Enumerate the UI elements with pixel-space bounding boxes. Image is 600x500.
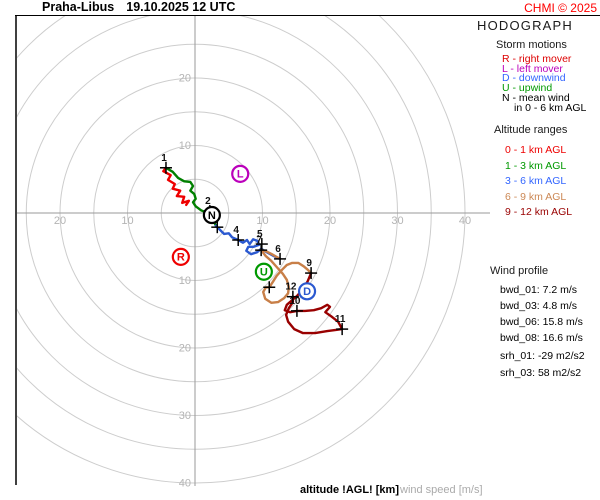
- axis-tick-label: 10: [179, 275, 191, 287]
- axis-tick-label: 20: [179, 343, 191, 355]
- axis-tick-label: 30: [391, 215, 403, 227]
- storm-marker-letter-L: L: [237, 169, 244, 181]
- station-name: Praha-Libus: [42, 0, 115, 14]
- legend-mean-wind: N - mean wind: [502, 91, 570, 104]
- altitude-label-4km: 4: [233, 225, 239, 236]
- legend-left-mover: L - left mover: [502, 62, 563, 75]
- storm-marker-L: [231, 164, 250, 183]
- trace-6-9-km-agl: [259, 248, 313, 304]
- srh-stats: srh_01: -29 m2/s2 srh_03: 58 m2/s2: [500, 348, 585, 381]
- stat-srh-01: srh_01: -29 m2/s2: [500, 350, 585, 362]
- stat-bwd-06: bwd_06: 15.8 m/s: [500, 316, 583, 328]
- altitude-label-9km: 9: [306, 258, 312, 269]
- storm-marker-D: [297, 282, 317, 301]
- legend-range-9-12: 9 - 12 km AGL: [505, 206, 573, 218]
- storm-marker-letter-U: U: [260, 267, 268, 279]
- axis-tick-label: 40: [179, 478, 191, 490]
- polar-grid: [17, 16, 490, 486]
- storm-marker-R: [171, 247, 190, 266]
- trace-0-1-km-agl: [162, 166, 191, 207]
- axis-tick-label: 20: [324, 215, 336, 227]
- stat-bwd-01: bwd_01: 7.2 m/s: [500, 284, 578, 296]
- legend-upwind: U - upwind: [502, 82, 553, 95]
- axis-tick-label: 30: [179, 410, 191, 422]
- altitude-label-2km: 2: [205, 196, 211, 207]
- axis-tick-label: 20: [179, 73, 191, 85]
- altitude-label-11km: 11: [335, 314, 346, 325]
- altitude-label-5km: 5: [257, 229, 263, 240]
- altitude-label-10km: 10: [289, 296, 301, 307]
- axis-tick-label: 40: [459, 215, 471, 227]
- stat-bwd-03: bwd_03: 4.8 m/s: [500, 300, 578, 312]
- altitude-label-12km: 12: [285, 282, 297, 293]
- legend-range-6-9: 6 - 9 km AGL: [505, 190, 567, 203]
- axis-tick-label: 10: [179, 140, 191, 152]
- footer-wind-speed-label: wind speed [m/s]: [400, 484, 483, 496]
- axis-tick-label: 10: [256, 215, 268, 227]
- legend-range-0-1: 0 - 1 km AGL: [505, 144, 567, 156]
- storm-motions-legend: R - right mover L - left mover D - downw…: [502, 53, 587, 114]
- altitude-label-6km: 6: [275, 244, 281, 255]
- altitude-ranges-legend: 0 - 1 km AGL 1 - 3 km AGL 3 - 6 km AGL 6…: [505, 143, 572, 221]
- legend-downwind: D - downwind: [502, 72, 566, 85]
- legend-right-mover: R - right mover: [502, 53, 572, 65]
- altitude-label-1km: 1: [161, 153, 167, 164]
- footer-altitude-label: altitude !AGL! [km]: [300, 484, 399, 496]
- legend-mean-wind-range: in 0 - 6 km AGL: [514, 101, 587, 114]
- trace-9-12-km-agl: [283, 271, 344, 335]
- axis-tick-label: 20: [54, 215, 66, 227]
- storm-marker-letter-N: N: [208, 210, 216, 222]
- sounding-datetime: 19.10.2025 12 UTC: [126, 0, 236, 14]
- storm-marker-U: [254, 262, 273, 281]
- wind-profile-heading: Wind profile: [490, 265, 549, 277]
- panel-title: HODOGRAPH: [476, 18, 574, 33]
- legend-range-3-6: 3 - 6 km AGL: [505, 175, 567, 187]
- altitude-label-7km: 7: [256, 235, 262, 246]
- storm-marker-letter-R: R: [177, 252, 185, 264]
- wind-profile-stats: bwd_01: 7.2 m/s bwd_03: 4.8 m/s bwd_06: …: [500, 282, 583, 346]
- storm-marker-letter-D: D: [303, 286, 311, 298]
- stat-srh-03: srh_03: 58 m2/s2: [500, 366, 582, 379]
- stat-bwd-08: bwd_08: 16.6 m/s: [500, 332, 583, 344]
- storm-marker-N: [202, 205, 221, 225]
- page-title: Praha-Libus 19.10.2025 12 UTC: [42, 0, 235, 14]
- axis-tick-label: 10: [121, 215, 133, 227]
- copyright-notice: CHMI © 2025: [524, 1, 597, 15]
- legend-range-1-3: 1 - 3 km AGL: [505, 159, 567, 172]
- storm-motions-heading: Storm motions: [496, 39, 567, 51]
- altitude-ranges-heading: Altitude ranges: [494, 124, 568, 136]
